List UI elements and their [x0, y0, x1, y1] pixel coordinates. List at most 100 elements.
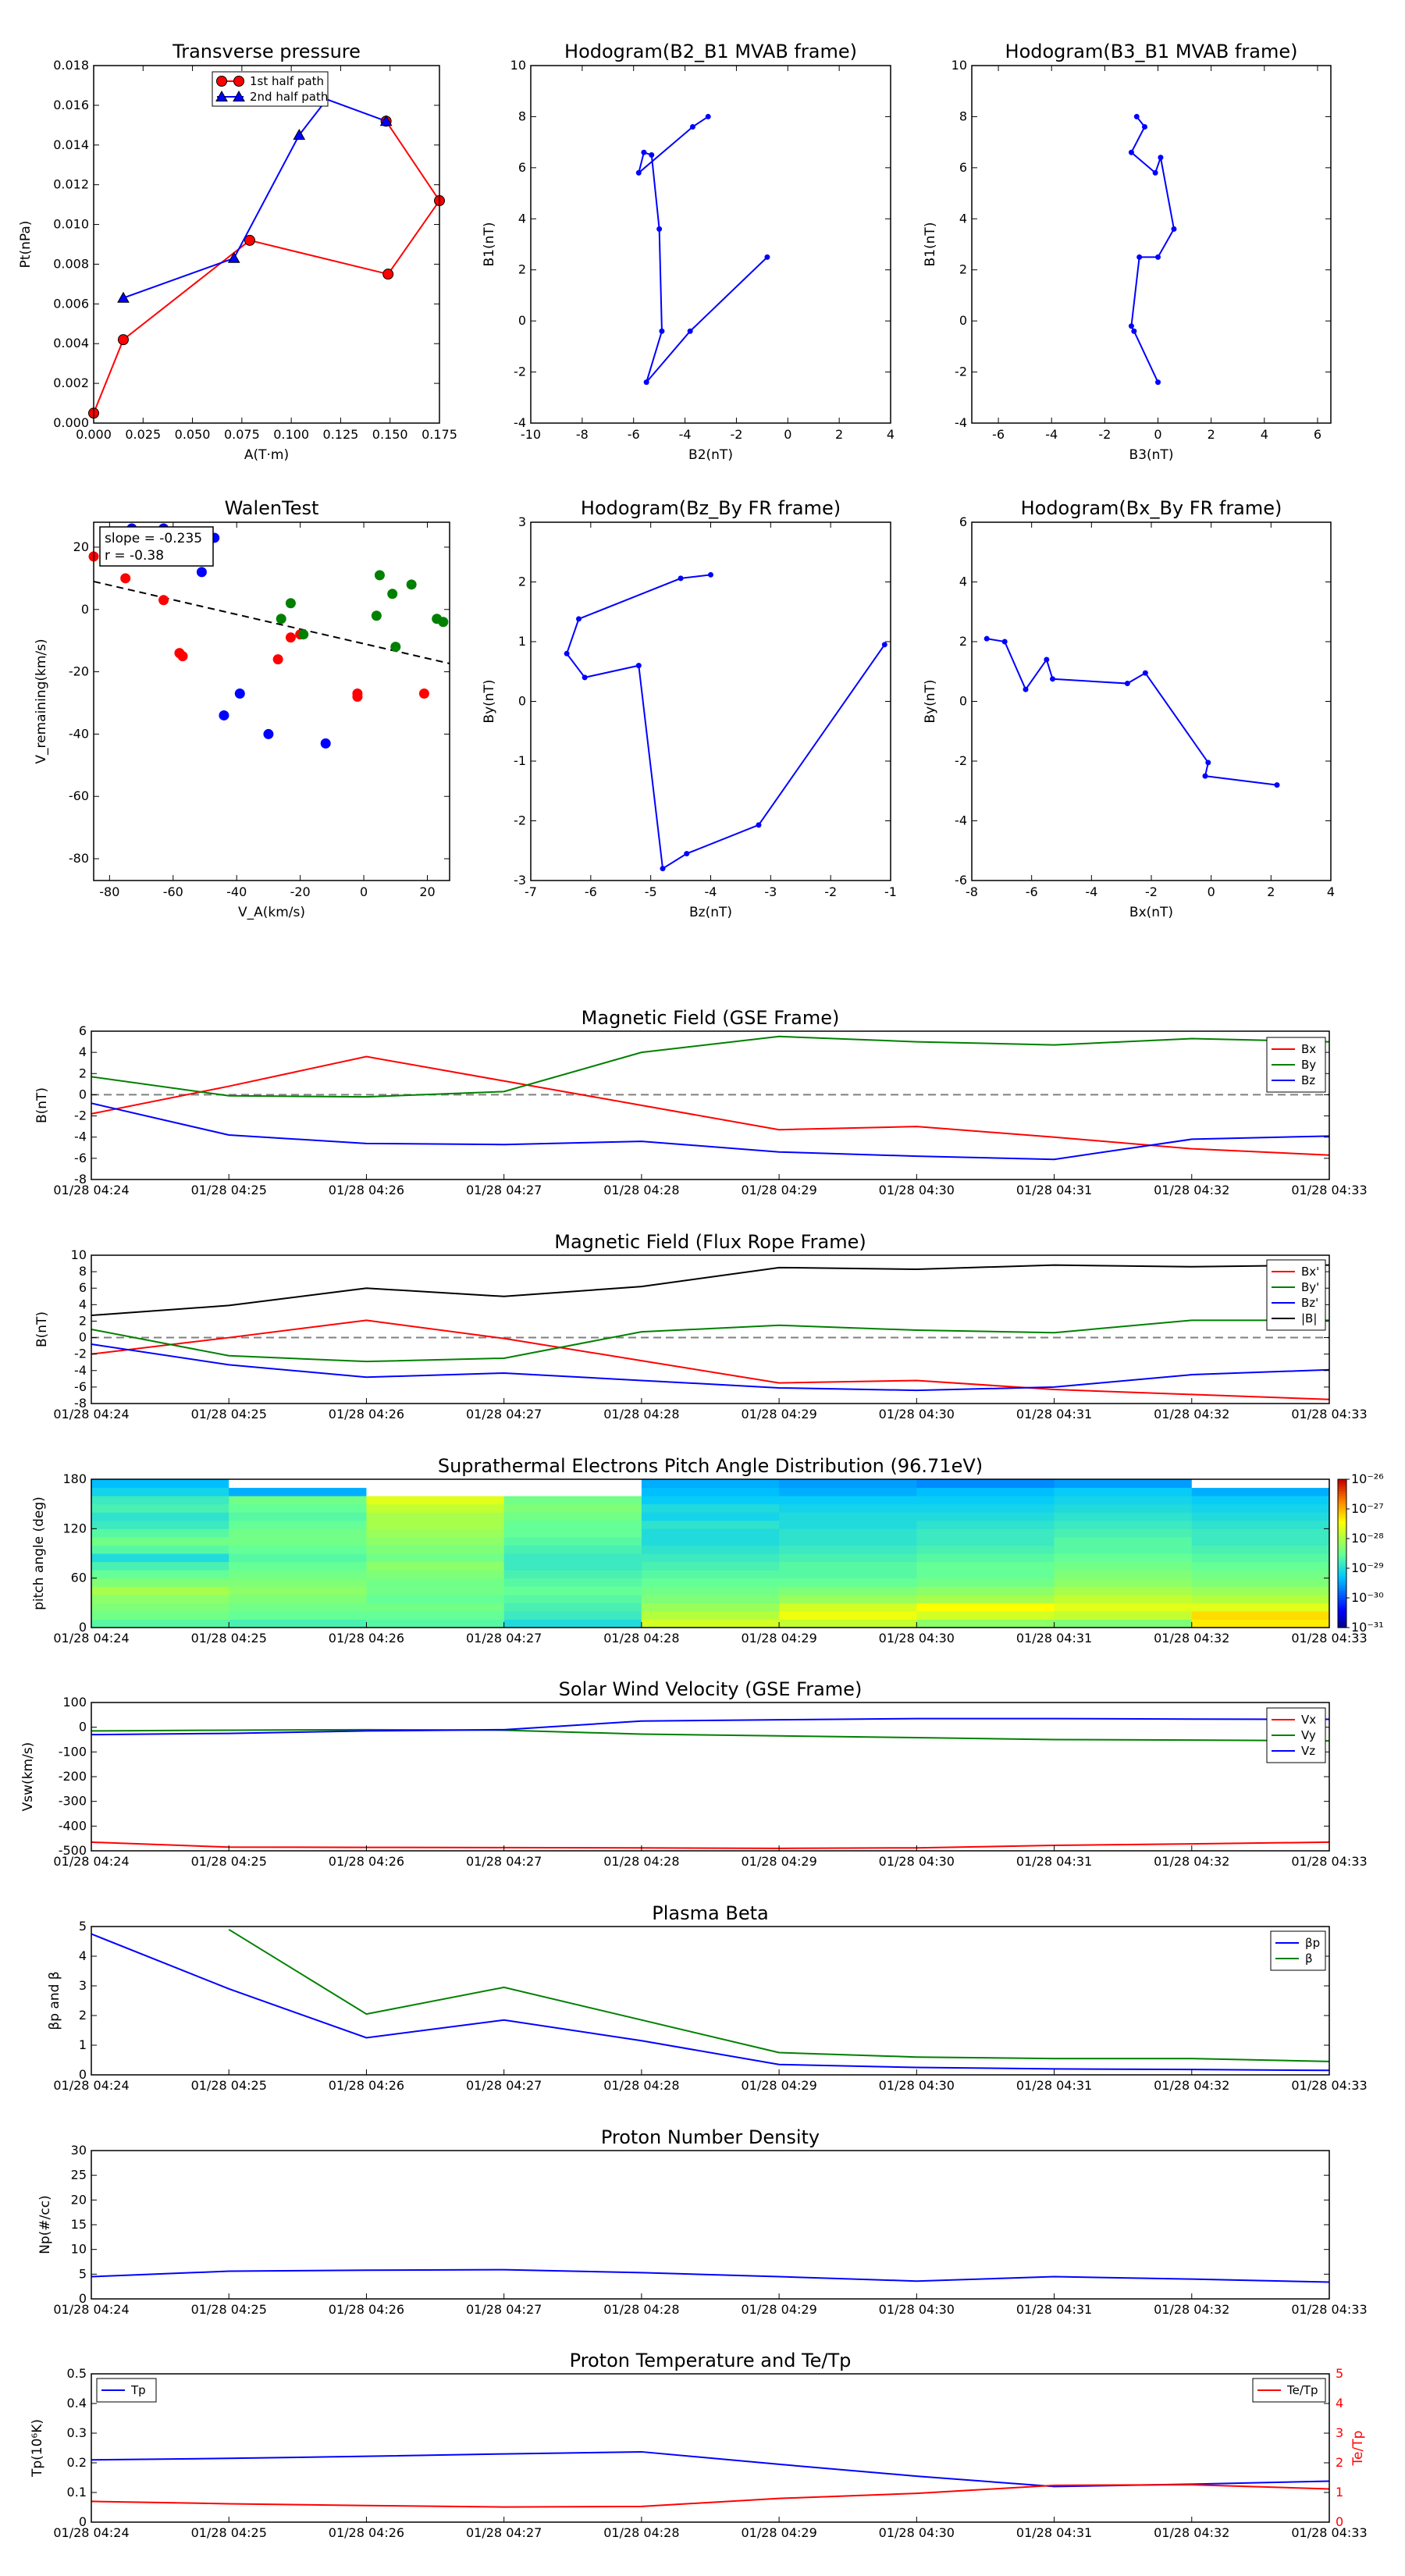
colorbar-segment: [1338, 1563, 1346, 1567]
data-point: [635, 663, 642, 669]
colorbar-segment: [1338, 1613, 1346, 1616]
heatmap-cell: [91, 1610, 229, 1620]
x-tick-label: -80: [99, 884, 119, 899]
data-point: [575, 616, 582, 622]
heatmap-cell: [229, 1570, 367, 1579]
x-tick-label: 0.100: [273, 427, 309, 442]
y-tick-label: 20: [71, 2192, 87, 2207]
data-point: [418, 688, 429, 699]
colorbar-segment: [1338, 1541, 1346, 1544]
legend-marker: [215, 90, 228, 101]
y-tick-label: 4: [959, 575, 967, 589]
colorbar-segment: [1338, 1620, 1346, 1624]
x-tick-label: -6: [992, 427, 1005, 442]
data-point: [659, 328, 665, 334]
heatmap-cell: [641, 1487, 780, 1496]
y-tick-label: 30: [71, 2143, 87, 2158]
heatmap-cell: [366, 1619, 505, 1628]
chart-hodogram-b3-b1: -6 -4 -2 0 2 4 6 -4 -2 0 2 4 6 8 10 Hodogram(B3_B1 MVAB…: [923, 41, 1332, 463]
colorbar-segment: [1338, 1624, 1346, 1628]
x-tick-label: 01/28 04:25: [191, 2302, 267, 2317]
x-tick-label: -5: [645, 884, 657, 899]
y-tick-label: 6: [79, 1023, 87, 1038]
x-tick-label: 01/28 04:32: [1154, 2078, 1229, 2093]
x-tick-label: 01/28 04:30: [879, 2302, 955, 2317]
chart-title: Hodogram(B3_B1 MVAB frame): [1005, 41, 1298, 62]
x-tick-label: 01/28 04:31: [1016, 2525, 1092, 2540]
heatmap-cell: [366, 1528, 505, 1538]
heatmap-cell: [1191, 1553, 1330, 1563]
y-tick-label-right: 4: [1336, 2396, 1343, 2411]
chart-walen-test: -80 -60 -40 -20 0 20 -80 -60 -40 -20 0 20 WalenTest V…: [34, 497, 450, 920]
colorbar-label: 10⁻²⁷: [1351, 1501, 1384, 1516]
y-tick-label: 3: [518, 514, 526, 529]
x-tick-label: -6: [628, 427, 640, 442]
heatmap-cell: [779, 1603, 917, 1612]
colorbar-segment: [1338, 1565, 1346, 1569]
x-tick-label: 01/28 04:31: [1016, 1183, 1092, 1197]
heatmap-cell: [229, 1545, 367, 1554]
legend-label: Vx: [1301, 1713, 1316, 1727]
y-tick-label-right: 0: [1336, 2514, 1343, 2529]
series-line: [123, 98, 386, 299]
y-tick-label: 5: [79, 2266, 87, 2281]
colorbar-segment: [1338, 1550, 1346, 1554]
heatmap-cell: [916, 1496, 1055, 1505]
heatmap-cell: [641, 1570, 780, 1579]
x-tick-label: 01/28 04:25: [191, 2078, 267, 2093]
x-tick-label: 01/28 04:32: [1154, 2302, 1229, 2317]
heatmap-cell: [1054, 1512, 1193, 1521]
colorbar-segment: [1338, 1494, 1346, 1497]
heatmap-cell: [229, 1610, 367, 1620]
x-tick-label: 20: [419, 884, 435, 899]
x-tick-label: 01/28 04:24: [53, 2302, 129, 2317]
data-point: [649, 152, 655, 158]
x-tick-label: 01/28 04:33: [1291, 1407, 1367, 1421]
x-tick-label: -60: [163, 884, 183, 899]
heatmap-cell: [229, 1553, 367, 1563]
plot-frame: [91, 1030, 1330, 1180]
heatmap-cell: [641, 1503, 780, 1513]
heatmap-cell: [366, 1496, 505, 1505]
y-tick-label: -3: [514, 873, 526, 888]
y-tick-label: -2: [955, 365, 967, 379]
y-axis-label: By(nT): [923, 679, 938, 723]
legend-label: β: [1305, 1952, 1313, 1966]
y-tick-label: 10: [71, 1247, 87, 1262]
x-tick-label: 01/28 04:29: [741, 1407, 816, 1421]
x-tick-label: -2: [1145, 884, 1158, 899]
x-tick-label: 01/28 04:25: [191, 1407, 267, 1421]
data-point: [1128, 149, 1134, 155]
x-tick-label: 01/28 04:28: [603, 1407, 679, 1421]
chart-title: Hodogram(Bx_By FR frame): [1021, 497, 1282, 519]
colorbar-segment: [1338, 1607, 1346, 1611]
x-tick-label: -4: [679, 427, 692, 442]
x-tick-label: 01/28 04:28: [603, 2302, 679, 2317]
colorbar-segment: [1338, 1543, 1346, 1547]
heatmap-cell: [1191, 1586, 1330, 1596]
x-tick-label: 0: [1154, 427, 1161, 442]
y-axis-label: B(nT): [34, 1087, 50, 1123]
data-point: [285, 598, 296, 609]
legend-label: By': [1301, 1280, 1319, 1294]
y-tick-label: -4: [74, 1363, 87, 1378]
y-tick-label: 6: [518, 160, 526, 175]
data-point: [1171, 226, 1177, 232]
heatmap-cell: [91, 1578, 229, 1587]
x-tick-label: 01/28 04:26: [329, 1183, 404, 1197]
heatmap-cell: [1054, 1520, 1193, 1529]
colorbar-segment: [1338, 1548, 1346, 1552]
x-axis-label: A(T·m): [244, 447, 289, 463]
chart-title: Suprathermal Electrons Pitch Angle Distr…: [438, 1455, 983, 1477]
fit-line: [93, 580, 450, 664]
y-axis-label: V_remaining(km/s): [34, 639, 49, 763]
series-line: [565, 574, 886, 870]
legend-label: Bz': [1301, 1296, 1318, 1310]
heatmap-cell: [366, 1610, 505, 1620]
data-point: [564, 650, 570, 656]
x-tick-label: 01/28 04:27: [466, 2302, 542, 2317]
y-tick-label: -500: [59, 1843, 87, 1858]
y-tick-label: 4: [79, 1044, 87, 1059]
colorbar-segment: [1338, 1617, 1346, 1621]
y-tick-label: 0.014: [53, 137, 89, 152]
